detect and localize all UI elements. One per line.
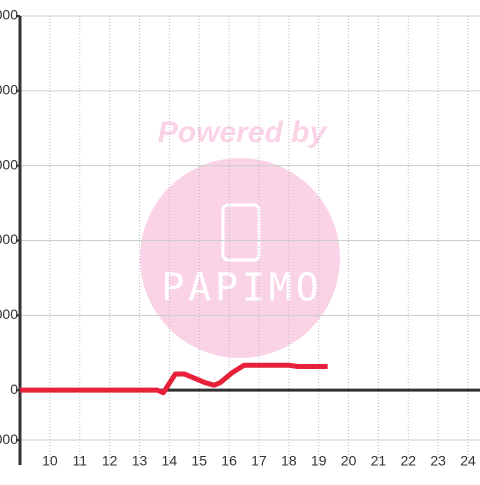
x-tick-label: 17 — [251, 453, 267, 469]
x-tick-label: 13 — [132, 453, 148, 469]
x-tick-label: 22 — [401, 453, 417, 469]
watermark-top: Powered by — [158, 116, 328, 149]
y-tick-label: -20,000 — [0, 431, 18, 447]
x-tick-label: 12 — [102, 453, 118, 469]
y-tick-label: 90,000 — [0, 156, 18, 172]
x-tick-label: 23 — [430, 453, 446, 469]
watermark-circle — [140, 158, 340, 358]
y-tick-label: 60,000 — [0, 231, 18, 247]
x-tick-label: 10 — [42, 453, 58, 469]
x-tick-label: 20 — [341, 453, 357, 469]
x-tick-label: 14 — [162, 453, 178, 469]
x-tick-label: 11 — [72, 453, 87, 469]
y-tick-label: 0 — [10, 381, 18, 397]
x-tick-label: 16 — [221, 453, 237, 469]
y-tick-label: 150,000 — [0, 7, 18, 23]
x-tick-label: 15 — [191, 453, 207, 469]
x-tick-label: 19 — [311, 453, 327, 469]
y-tick-label: 120,000 — [0, 82, 18, 98]
x-tick-label: 24 — [460, 453, 476, 469]
watermark-brand: PAPIMO — [161, 266, 322, 310]
x-tick-label: 21 — [371, 453, 387, 469]
x-tick-label: 18 — [281, 453, 297, 469]
line — [20, 362, 328, 396]
y-tick-label: 30,000 — [0, 306, 18, 322]
